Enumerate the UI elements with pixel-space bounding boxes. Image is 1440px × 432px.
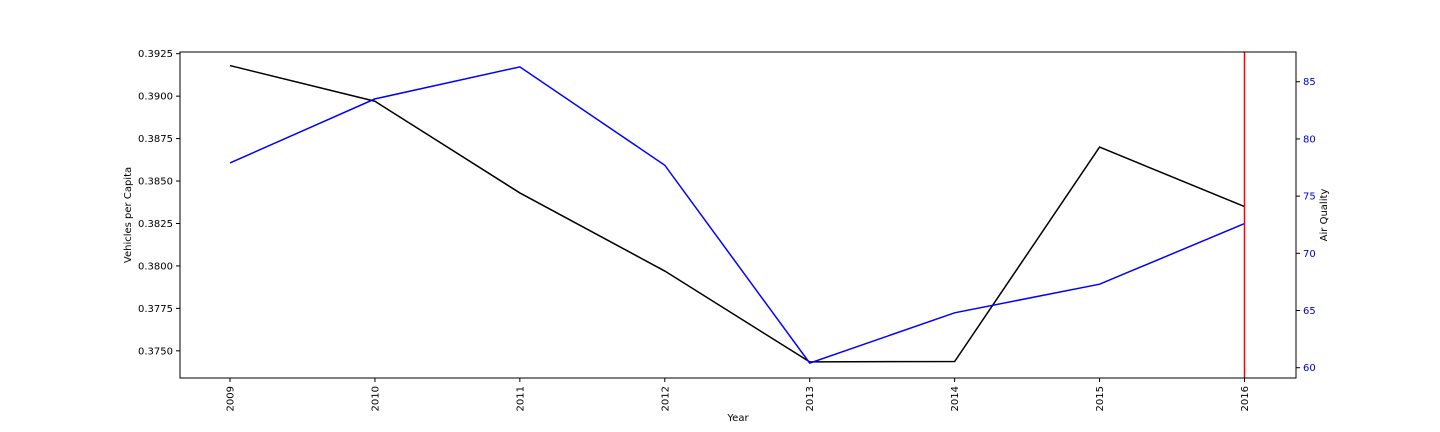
y-left-tick-label: 0.3800 [138, 261, 173, 272]
y-left-tick-label: 0.3750 [138, 346, 173, 357]
y-left-tick-label: 0.3775 [138, 304, 173, 315]
y-axis-right-label: Air Quality [1319, 189, 1330, 242]
y-axis-left-label: Vehicles per Capita [123, 167, 134, 263]
y-right-tick-label: 60 [1303, 363, 1316, 374]
plot-frame [179, 51, 1297, 379]
y-left-tick-label: 0.3850 [138, 177, 173, 188]
y-right-tick-label: 80 [1303, 134, 1316, 145]
y-left-tick-label: 0.3925 [138, 49, 173, 60]
x-tick-label: 2014 [950, 386, 961, 411]
x-tick-label: 2009 [226, 386, 237, 411]
x-tick-label: 2015 [1095, 386, 1106, 411]
x-tick-label: 2013 [805, 386, 816, 411]
y-axis-left: 0.3750 0.3775 0.3800 0.3825 0.3850 0.3875 0.39… [138, 49, 180, 357]
chart-marks [229, 52, 1246, 378]
x-axis: 2009 2010 2011 2012 2013 2014 2015 2016 [226, 378, 1251, 411]
x-tick-label: 2010 [370, 386, 381, 411]
y-left-tick-label: 0.3875 [138, 134, 173, 145]
y-right-tick-label: 70 [1303, 249, 1316, 260]
y-left-tick-label: 0.3825 [138, 219, 173, 230]
plot-area [180, 52, 1296, 378]
y-right-tick-label: 85 [1303, 77, 1316, 88]
y-left-tick-label: 0.3900 [138, 92, 173, 103]
series-line-1 [229, 66, 1245, 365]
x-axis-label: Year [726, 413, 749, 424]
y-axis-right: 60 65 70 75 80 85 [1296, 77, 1316, 374]
y-right-tick-label: 75 [1303, 192, 1316, 203]
x-tick-label: 2016 [1240, 386, 1251, 411]
x-tick-label: 2012 [660, 386, 671, 411]
y-right-tick-label: 65 [1303, 306, 1316, 317]
series-line-0 [229, 64, 1245, 363]
x-tick-label: 2011 [515, 386, 526, 411]
